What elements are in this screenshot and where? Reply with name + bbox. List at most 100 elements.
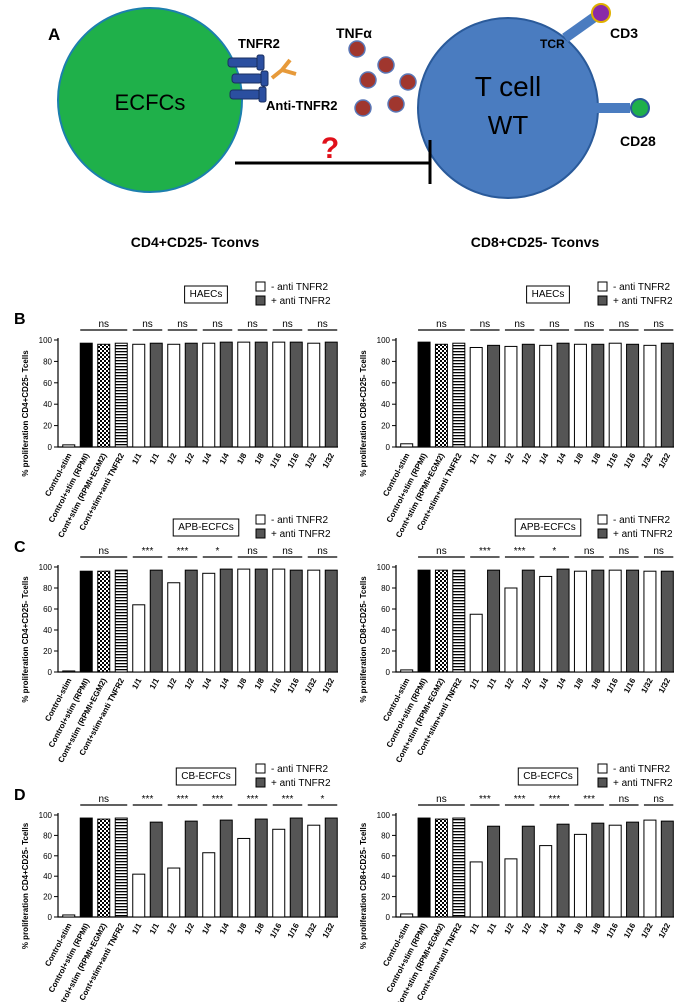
y-tick-label: 40	[43, 400, 52, 409]
y-tick-label: 100	[377, 811, 391, 820]
bar	[487, 569, 501, 673]
bar	[469, 346, 483, 448]
bar	[417, 341, 431, 448]
significance-label: ns	[142, 319, 153, 330]
bar	[608, 824, 622, 918]
significance-label: ns	[549, 319, 560, 330]
y-tick-label: 40	[381, 872, 390, 881]
bar	[643, 344, 657, 448]
significance-label: *	[552, 546, 556, 557]
bar	[400, 669, 414, 673]
title-box	[526, 285, 570, 304]
bar	[504, 345, 518, 448]
bar	[660, 820, 674, 918]
y-tick-label: 60	[43, 605, 52, 614]
x-tick-label: 1/4	[555, 921, 568, 936]
bar	[591, 822, 605, 918]
bar	[660, 342, 674, 448]
x-tick-label: 1/2	[165, 676, 178, 691]
significance-label: ns	[177, 319, 188, 330]
x-tick-label: 1/16	[605, 921, 621, 939]
bar	[219, 341, 233, 448]
legend-label: + anti TNFR2	[271, 529, 331, 540]
cell-sublabel: WT	[488, 110, 529, 140]
y-tick-label: 100	[39, 811, 53, 820]
y-tick-label: 0	[386, 913, 391, 922]
bar	[608, 342, 622, 448]
bar	[202, 572, 216, 673]
bar	[254, 568, 268, 673]
significance-label: ns	[317, 319, 328, 330]
significance-label: ***	[514, 546, 526, 557]
bar	[79, 570, 93, 673]
y-tick-label: 80	[43, 357, 52, 366]
x-tick-label: 1/4	[218, 451, 231, 466]
bar	[573, 570, 587, 673]
bar	[289, 341, 303, 448]
significance-label: ns	[619, 794, 630, 805]
significance-label: ***	[479, 546, 491, 557]
x-tick-label: 1/1	[485, 921, 498, 936]
bar	[556, 342, 570, 448]
x-tick-label: 1/1	[130, 451, 143, 466]
bar	[202, 342, 216, 448]
y-tick-label: 100	[377, 563, 391, 572]
significance-label: ***	[514, 794, 526, 805]
bar	[452, 342, 466, 448]
legend-swatch	[597, 528, 608, 539]
bar	[219, 568, 233, 673]
bar	[643, 819, 657, 918]
bar	[504, 587, 518, 673]
x-tick-label: 1/1	[148, 921, 161, 936]
x-tick-label: 1/1	[468, 921, 481, 936]
legend-label: - anti TNFR2	[613, 515, 670, 526]
significance-label: ns	[584, 546, 595, 557]
bar	[289, 817, 303, 918]
bar	[626, 569, 640, 673]
bar	[324, 569, 338, 673]
bar	[62, 444, 76, 448]
x-tick-label: 1/32	[303, 921, 319, 939]
y-tick-label: 0	[386, 443, 391, 452]
chart-title: APB-ECFCs	[520, 522, 576, 533]
y-tick-label: 80	[381, 584, 390, 593]
bar	[608, 569, 622, 673]
question-mark: ?	[321, 132, 339, 165]
significance-label: ***	[177, 794, 189, 805]
x-tick-label: 1/2	[183, 451, 196, 466]
y-tick-label: 80	[43, 831, 52, 840]
legend-swatch	[255, 777, 266, 788]
bar	[556, 823, 570, 918]
significance-label: ***	[479, 794, 491, 805]
x-tick-label: 1/8	[572, 921, 585, 936]
x-tick-label: 1/16	[622, 676, 638, 694]
y-tick-label: 60	[381, 379, 390, 388]
y-tick-label: 0	[48, 443, 53, 452]
bar	[167, 867, 181, 918]
legend-swatch	[597, 514, 608, 525]
title-box	[175, 767, 237, 786]
y-tick-label: 80	[381, 357, 390, 366]
bar	[307, 824, 321, 918]
x-tick-label: 1/4	[218, 921, 231, 936]
x-tick-label: 1/2	[183, 921, 196, 936]
x-tick-label: 1/1	[130, 676, 143, 691]
column-heading: CD8+CD25- Tconvs	[471, 234, 600, 250]
y-tick-label: 40	[43, 626, 52, 635]
bar	[184, 820, 198, 918]
cd3-label: CD3	[610, 25, 638, 41]
significance-label: ns	[98, 319, 109, 330]
significance-label: ns	[98, 794, 109, 805]
x-tick-label: 1/2	[520, 451, 533, 466]
legend-swatch	[255, 281, 266, 292]
x-tick-label: 1/2	[520, 676, 533, 691]
significance-label: ns	[212, 319, 223, 330]
receptor-label: TNFR2	[238, 36, 280, 51]
bar	[521, 569, 535, 673]
bar	[237, 341, 251, 448]
bar	[167, 343, 181, 448]
y-tick-label: 80	[43, 584, 52, 593]
significance-label: ns	[653, 319, 664, 330]
x-tick-label: 1/1	[468, 451, 481, 466]
legend-swatch	[597, 763, 608, 774]
